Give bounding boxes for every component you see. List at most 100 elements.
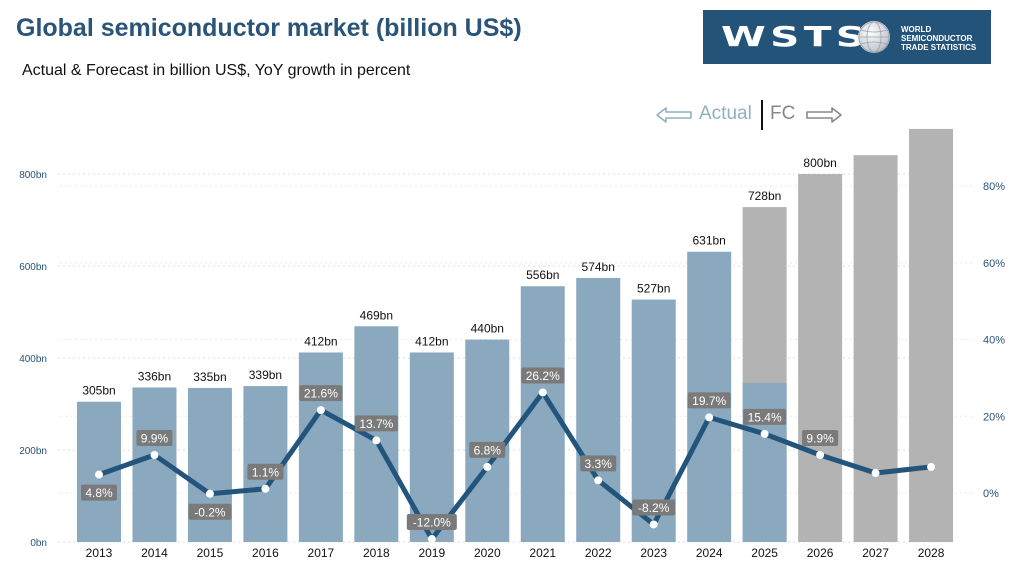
x-tick-label: 2024	[696, 546, 723, 560]
growth-point	[150, 451, 159, 460]
bar-value-label: 469bn	[360, 308, 393, 322]
forecast-label: FC	[770, 103, 796, 124]
growth-label-bg	[188, 503, 232, 520]
bar	[798, 174, 843, 542]
bar	[909, 128, 954, 543]
growth-label: 6.8%	[474, 443, 502, 457]
wsts-logo: WSTS WORLD SEMICONDUCTOR TRADE STATISTIC…	[703, 10, 991, 64]
growth-label: 13.7%	[359, 417, 393, 431]
y-left-tick-label: 400bn	[19, 354, 47, 365]
x-tick-label: 2013	[86, 546, 113, 560]
growth-label: 26.2%	[526, 369, 560, 383]
growth-point	[538, 388, 547, 397]
y-left-tick-label: 600bn	[19, 262, 47, 273]
growth-point	[205, 489, 214, 498]
arrow-right-icon	[806, 107, 842, 123]
x-tick-label: 2021	[529, 546, 556, 560]
growth-label: 3.3%	[585, 457, 613, 471]
y-left-tick-label: 800bn	[19, 170, 47, 181]
x-tick-label: 2023	[640, 546, 667, 560]
x-tick-label: 2025	[751, 546, 778, 560]
bar-value-label: 800bn	[803, 156, 836, 170]
bar-value-label: 440bn	[471, 322, 504, 336]
logo-line: TRADE STATISTICS	[901, 43, 977, 52]
growth-label: 9.9%	[141, 432, 169, 446]
bar	[298, 352, 343, 542]
x-tick-label: 2026	[807, 546, 834, 560]
growth-label-bg	[632, 499, 676, 516]
growth-point	[95, 470, 103, 479]
x-tick-label: 2028	[918, 546, 945, 560]
growth-point	[816, 451, 825, 460]
logo-wordmark: WSTS	[721, 20, 870, 53]
x-tick-label: 2014	[141, 546, 168, 560]
bar-value-label: 527bn	[637, 282, 670, 296]
x-tick-label: 2027	[862, 546, 889, 560]
y-right-tick-label: 80%	[983, 181, 1005, 193]
arrow-left-icon	[656, 107, 692, 123]
logo-line: SEMICONDUCTOR	[901, 34, 973, 43]
bar	[576, 277, 621, 542]
growth-label-bg	[802, 430, 839, 447]
chart-subtitle: Actual & Forecast in billion US$, YoY gr…	[22, 62, 411, 79]
logo-text: WORLD SEMICONDUCTOR TRADE STATISTICS	[901, 25, 976, 52]
growth-point	[871, 469, 880, 478]
growth-label-bg	[469, 441, 506, 458]
globe-icon	[858, 21, 890, 53]
y-right-tick-label: 20%	[983, 411, 1005, 423]
bar-value-label: 339bn	[249, 368, 282, 382]
x-tick-label: 2020	[474, 546, 501, 560]
growth-label-bg	[299, 385, 343, 402]
bar	[465, 339, 510, 542]
x-tick-label: 2017	[308, 546, 335, 560]
growth-point	[594, 476, 603, 485]
bar	[853, 155, 898, 542]
y-left-tick-label: 0bn	[30, 538, 47, 549]
growth-label: 4.8%	[85, 486, 113, 500]
growth-point	[927, 462, 936, 471]
growth-label-bg	[136, 430, 173, 447]
x-tick-label: 2015	[197, 546, 224, 560]
growth-label-bg	[354, 415, 398, 432]
actual-forecast-divider	[761, 100, 763, 130]
bar-value-label: 335bn	[193, 370, 226, 384]
bar-value-label: 412bn	[415, 334, 448, 348]
growth-point	[705, 413, 714, 422]
bar-value-label: 728bn	[748, 189, 781, 203]
growth-label: 1.1%	[252, 465, 280, 479]
actual-label: Actual	[699, 103, 752, 124]
growth-point	[372, 436, 381, 445]
growth-label: 19.7%	[692, 394, 726, 408]
x-tick-label: 2019	[418, 546, 445, 560]
growth-point	[316, 406, 325, 415]
bar-value-label: 336bn	[138, 369, 171, 383]
x-tick-label: 2016	[252, 546, 279, 560]
growth-point	[261, 484, 270, 493]
y-left-tick-label: 200bn	[19, 446, 47, 457]
bar-value-label: 412bn	[304, 334, 337, 348]
growth-label: -0.2%	[194, 505, 226, 519]
growth-label-bg	[247, 463, 284, 480]
growth-label: -12.0%	[413, 516, 451, 530]
y-right-tick-label: 40%	[983, 335, 1005, 347]
y-right-tick-label: 0%	[983, 488, 999, 500]
growth-label: -8.2%	[638, 501, 670, 515]
growth-label-bg	[687, 392, 731, 409]
x-tick-label: 2018	[363, 546, 390, 560]
bar-value-label: 556bn	[526, 268, 559, 282]
growth-point	[427, 535, 436, 544]
bar-actual-portion	[742, 382, 787, 542]
growth-point	[483, 462, 492, 471]
bar-value-label: 631bn	[692, 234, 725, 248]
bar-value-label: 305bn	[82, 384, 115, 398]
growth-label-bg	[406, 514, 457, 531]
chart-title: Global semiconductor market (billion US$…	[16, 14, 522, 42]
growth-label-bg	[580, 455, 617, 472]
bar-value-label: 574bn	[582, 260, 615, 274]
logo-line: WORLD	[901, 25, 932, 34]
growth-point	[649, 520, 658, 529]
growth-line	[96, 389, 934, 542]
growth-label: 15.4%	[748, 410, 782, 424]
growth-label: 21.6%	[304, 387, 338, 401]
